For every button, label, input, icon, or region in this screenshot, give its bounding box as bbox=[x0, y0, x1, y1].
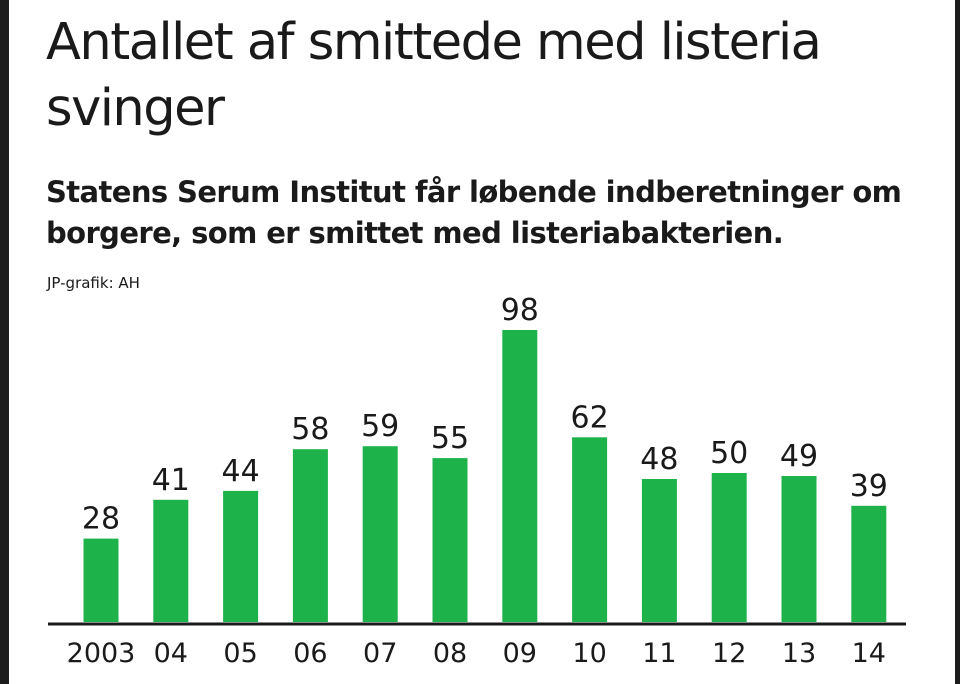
x-tick-label-14: 14 bbox=[852, 638, 886, 669]
x-tick-label-2003: 2003 bbox=[67, 638, 136, 669]
bar-14 bbox=[851, 505, 887, 622]
graphic-credit: JP-grafik: AH bbox=[47, 274, 140, 292]
chart-subtitle: Statens Serum Institut får løbende indbe… bbox=[46, 175, 902, 250]
x-tick-labels-group: 2003 04 05 06 07 08 09 10 11 12 13 14 bbox=[67, 638, 886, 669]
x-tick-label-06: 06 bbox=[293, 638, 327, 669]
frame-border-left bbox=[0, 0, 9, 684]
x-tick-label-07: 07 bbox=[363, 638, 397, 669]
bar-05 bbox=[223, 490, 259, 622]
bar-08 bbox=[432, 458, 468, 622]
x-tick-label-10: 10 bbox=[572, 638, 606, 669]
bar-04 bbox=[153, 499, 189, 622]
data-label-11: 48 bbox=[640, 442, 678, 477]
bar-2003 bbox=[83, 538, 119, 622]
bar-13 bbox=[781, 476, 817, 622]
x-tick-label-13: 13 bbox=[782, 638, 816, 669]
value-labels-group: 28 41 44 58 59 55 98 62 48 50 49 39 bbox=[82, 293, 888, 537]
data-label-2003: 28 bbox=[82, 502, 120, 537]
data-label-08: 55 bbox=[431, 421, 469, 456]
data-label-05: 44 bbox=[222, 454, 260, 489]
data-label-12: 50 bbox=[710, 436, 748, 471]
data-label-06: 58 bbox=[291, 412, 329, 447]
bar-11 bbox=[641, 479, 677, 622]
x-tick-label-09: 09 bbox=[503, 638, 537, 669]
data-label-14: 39 bbox=[850, 469, 888, 504]
bars-group bbox=[83, 330, 887, 622]
data-label-09: 98 bbox=[501, 293, 539, 328]
x-tick-label-05: 05 bbox=[223, 638, 257, 669]
bar-06 bbox=[292, 449, 328, 622]
data-label-10: 62 bbox=[571, 400, 609, 435]
data-label-07: 59 bbox=[361, 409, 399, 444]
bar-09 bbox=[502, 330, 538, 622]
bar-07 bbox=[362, 446, 398, 622]
chart-title: Antallet af smittede med listeria svinge… bbox=[46, 13, 822, 138]
data-label-13: 49 bbox=[780, 439, 818, 474]
bar-12 bbox=[711, 473, 747, 622]
data-label-04: 41 bbox=[152, 463, 190, 498]
x-tick-label-08: 08 bbox=[433, 638, 467, 669]
bar-10 bbox=[572, 437, 608, 622]
frame-border-right bbox=[955, 0, 960, 684]
x-tick-label-11: 11 bbox=[642, 638, 676, 669]
x-tick-label-12: 12 bbox=[712, 638, 746, 669]
x-tick-label-04: 04 bbox=[154, 638, 188, 669]
